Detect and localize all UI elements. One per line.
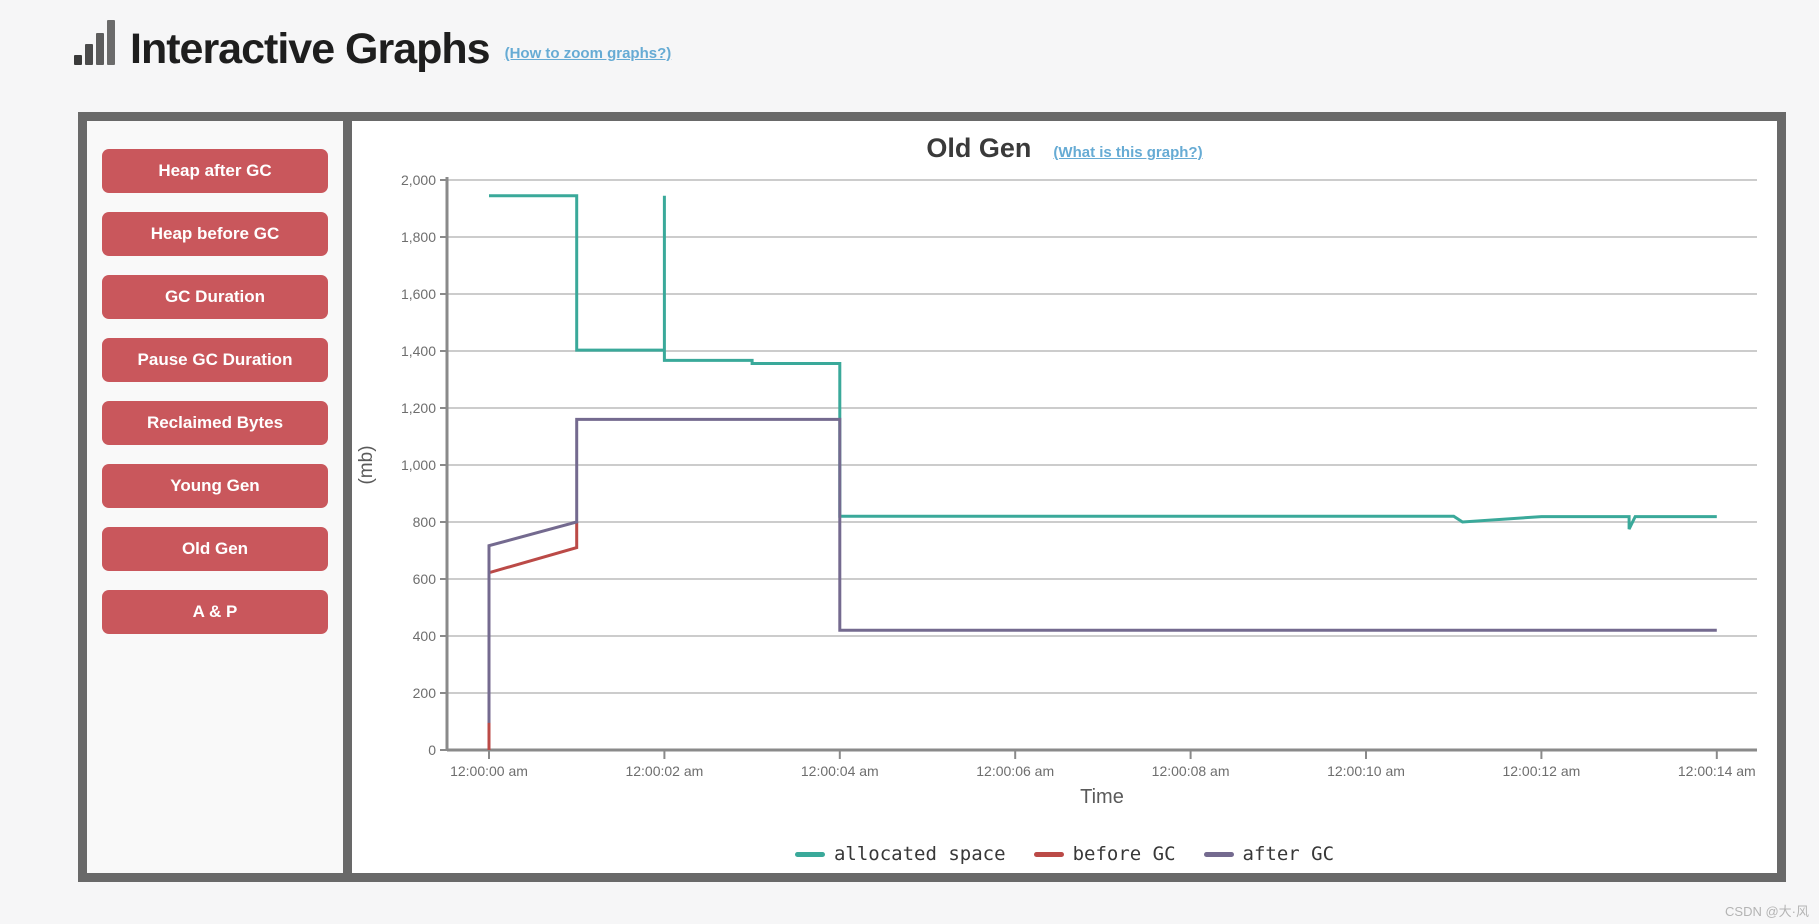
y-tick-label: 400 [413, 628, 437, 644]
chart-panel: Old Gen (What is this graph?) 0 200 400 600… [352, 121, 1777, 873]
y-axis-title: (mb) [356, 445, 377, 484]
sidebar-button-gc-duration[interactable]: GC Duration [102, 275, 328, 319]
y-tick-label: 0 [428, 742, 436, 758]
x-tick-label: 12:00:08 am [1152, 763, 1230, 779]
sidebar-button-pause-gc-duration[interactable]: Pause GC Duration [102, 338, 328, 382]
series-line-allocated-space [489, 194, 1717, 530]
x-tick-label: 12:00:02 am [625, 763, 703, 779]
bar-chart-icon [74, 20, 115, 71]
legend-item-allocated-space: allocated space [794, 843, 1006, 865]
x-tick-label: 12:00:04 am [801, 763, 879, 779]
y-tick-label: 1,000 [401, 457, 436, 473]
legend-label: allocated space [833, 843, 1006, 865]
content-frame: Heap after GC Heap before GC GC Duration Pa… [78, 112, 1786, 882]
x-axis-title: Time [1080, 786, 1124, 808]
legend-item-before-gc: before GC [1033, 843, 1176, 865]
sidebar-button-young-gen[interactable]: Young Gen [102, 464, 328, 508]
y-tick-label: 1,400 [401, 343, 436, 359]
sidebar-button-heap-after-gc[interactable]: Heap after GC [102, 149, 328, 193]
y-tick-label: 800 [413, 514, 437, 530]
x-tick-label: 12:00:10 am [1327, 763, 1405, 779]
what-is-this-graph-link[interactable]: (What is this graph?) [1053, 144, 1203, 161]
legend-label: before GC [1072, 843, 1176, 865]
x-tick-label: 12:00:12 am [1502, 763, 1580, 779]
y-tick-label: 1,800 [401, 229, 436, 245]
x-tick-label: 12:00:06 am [976, 763, 1054, 779]
legend-item-after-gc: after GC [1203, 843, 1335, 865]
how-to-zoom-graphs-link[interactable]: (How to zoom graphs?) [504, 45, 672, 62]
sidebar-button-a-p[interactable]: A & P [102, 590, 328, 634]
old-gen-line-chart[interactable]: 0 200 400 600 800 1,000 1,200 1,400 1,600 1,800 2,… [352, 121, 1777, 873]
legend-swatch-before-gc [1033, 851, 1064, 857]
legend-swatch-allocated-space [794, 851, 825, 857]
sidebar-button-heap-before-gc[interactable]: Heap before GC [102, 212, 328, 256]
y-tick-label: 1,600 [401, 286, 436, 302]
watermark: CSDN @大·风 [1725, 904, 1809, 919]
chart-legend: allocated space before GC after GC [352, 843, 1777, 865]
sidebar-button-old-gen[interactable]: Old Gen [102, 527, 328, 571]
page-title: Interactive Graphs [130, 25, 491, 73]
y-tick-label: 600 [413, 571, 437, 587]
x-tick-label: 12:00:00 am [450, 763, 528, 779]
chart-title: Old Gen [926, 133, 1032, 163]
chart-title-row: Old Gen (What is this graph?) [352, 133, 1777, 164]
y-tick-label: 200 [413, 685, 437, 701]
x-tick-label: 12:00:14 am [1678, 763, 1756, 779]
y-tick-label: 2,000 [401, 172, 436, 188]
app-header: Interactive Graphs (How to zoom graphs?) [74, 20, 671, 71]
metric-sidebar: Heap after GC Heap before GC GC Duration Pa… [87, 121, 352, 873]
series-line-after-gc [487, 417, 1717, 723]
legend-swatch-after-gc [1203, 851, 1234, 857]
y-tick-label: 1,200 [401, 400, 436, 416]
sidebar-button-reclaimed-bytes[interactable]: Reclaimed Bytes [102, 401, 328, 445]
legend-label: after GC [1242, 843, 1335, 865]
